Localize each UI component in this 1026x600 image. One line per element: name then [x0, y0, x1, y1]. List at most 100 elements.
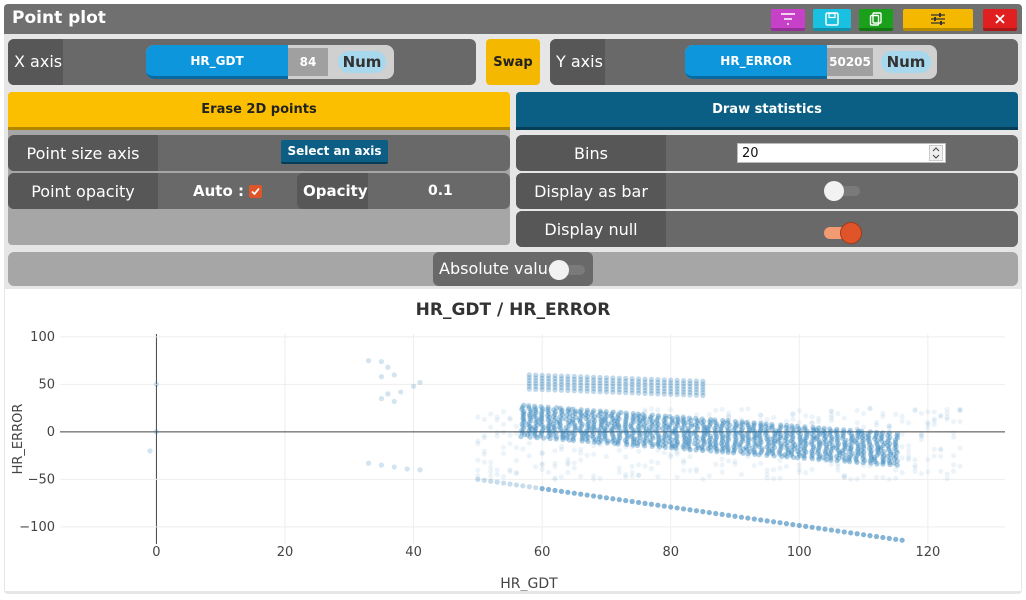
scatter-plot[interactable]: HR_GDT / HR_ERROR 0 20 40 60 80 100 120100500−…: [5, 289, 1021, 591]
data-point: [769, 451, 776, 457]
data-point: [745, 419, 751, 425]
data-point: [821, 436, 828, 442]
data-point: [899, 537, 905, 543]
data-point: [854, 407, 860, 414]
data-point: [558, 406, 565, 412]
data-point: [957, 445, 963, 451]
data-point: [751, 420, 757, 426]
data-point: [778, 432, 784, 438]
data-point: [655, 382, 661, 388]
draw-statistics-button[interactable]: Draw statistics: [516, 92, 1018, 130]
data-point: [641, 441, 647, 447]
data-point: [816, 429, 822, 435]
data-point: [655, 460, 661, 466]
data-point: [862, 457, 868, 464]
data-point: [539, 375, 545, 381]
data-point: [603, 383, 610, 389]
data-point: [886, 457, 892, 464]
data-point: [752, 451, 758, 457]
swap-button[interactable]: Swap: [486, 39, 540, 85]
data-point: [828, 438, 834, 445]
data-point: [740, 438, 746, 444]
data-point: [950, 453, 957, 459]
data-point: [584, 431, 590, 438]
data-point: [769, 446, 775, 453]
data-point: [828, 457, 834, 463]
data-point: [763, 429, 769, 435]
data-point: [794, 423, 800, 430]
data-point: [792, 442, 798, 448]
data-point: [533, 409, 539, 416]
x-tick-label: 60: [534, 545, 551, 560]
data-point: [750, 426, 756, 432]
bins-input[interactable]: 20: [737, 143, 946, 163]
data-point: [783, 440, 790, 446]
data-point: [545, 414, 552, 420]
spinner-icon[interactable]: [929, 145, 943, 161]
y-axis-field[interactable]: HR_ERROR: [685, 45, 827, 79]
data-point: [713, 427, 719, 434]
data-point: [647, 439, 653, 445]
data-point: [592, 437, 598, 443]
data-point: [775, 430, 782, 436]
data-point: [785, 447, 791, 454]
data-point: [886, 476, 892, 482]
data-point: [732, 439, 738, 445]
data-point: [693, 441, 700, 447]
data-point: [661, 423, 667, 430]
data-point: [590, 386, 597, 392]
data-point: [840, 431, 846, 437]
data-point: [668, 504, 674, 510]
data-point: [661, 415, 667, 421]
select-axis-button[interactable]: Select an axis: [281, 140, 388, 164]
settings-button[interactable]: [903, 9, 973, 31]
data-point: [687, 448, 693, 454]
data-point: [610, 415, 616, 422]
data-point: [635, 379, 642, 385]
data-point: [714, 446, 720, 452]
data-point: [629, 473, 635, 479]
display-null-toggle[interactable]: [824, 222, 864, 245]
data-point: [635, 381, 642, 388]
filter-button[interactable]: [771, 9, 805, 31]
data-point: [545, 384, 552, 390]
data-point: [706, 425, 712, 431]
data-point: [488, 411, 494, 417]
data-point: [693, 432, 699, 438]
data-point: [597, 377, 603, 383]
data-point: [816, 431, 823, 437]
close-button[interactable]: [983, 9, 1017, 31]
x-axis-field[interactable]: HR_GDT: [146, 45, 288, 79]
data-point: [798, 438, 804, 444]
data-point: [843, 452, 849, 458]
data-point: [596, 433, 602, 439]
absolute-value-toggle[interactable]: [549, 259, 589, 281]
data-point: [724, 441, 730, 447]
data-point: [534, 422, 541, 428]
data-point: [630, 411, 636, 417]
data-point: [881, 449, 887, 455]
data-point: [591, 418, 598, 424]
erase-2d-points-button[interactable]: Erase 2D points: [8, 92, 510, 130]
data-point: [571, 417, 577, 423]
data-point: [770, 414, 777, 421]
auto-checkbox[interactable]: [249, 185, 262, 198]
data-point: [718, 424, 725, 430]
data-point: [783, 435, 790, 441]
data-point: [640, 416, 647, 422]
data-point: [610, 386, 616, 392]
data-point: [615, 437, 622, 443]
display-bar-toggle[interactable]: [824, 181, 860, 201]
data-point: [867, 444, 873, 451]
data-point: [573, 408, 579, 414]
data-point: [687, 428, 693, 434]
data-point: [894, 431, 901, 437]
data-point: [528, 417, 534, 423]
data-point: [541, 435, 547, 441]
opacity-value[interactable]: 0.1: [428, 183, 453, 199]
copy-button[interactable]: [859, 9, 893, 31]
data-point: [713, 432, 719, 438]
data-point: [712, 429, 718, 436]
save-button[interactable]: [813, 9, 851, 31]
data-point: [888, 455, 894, 461]
